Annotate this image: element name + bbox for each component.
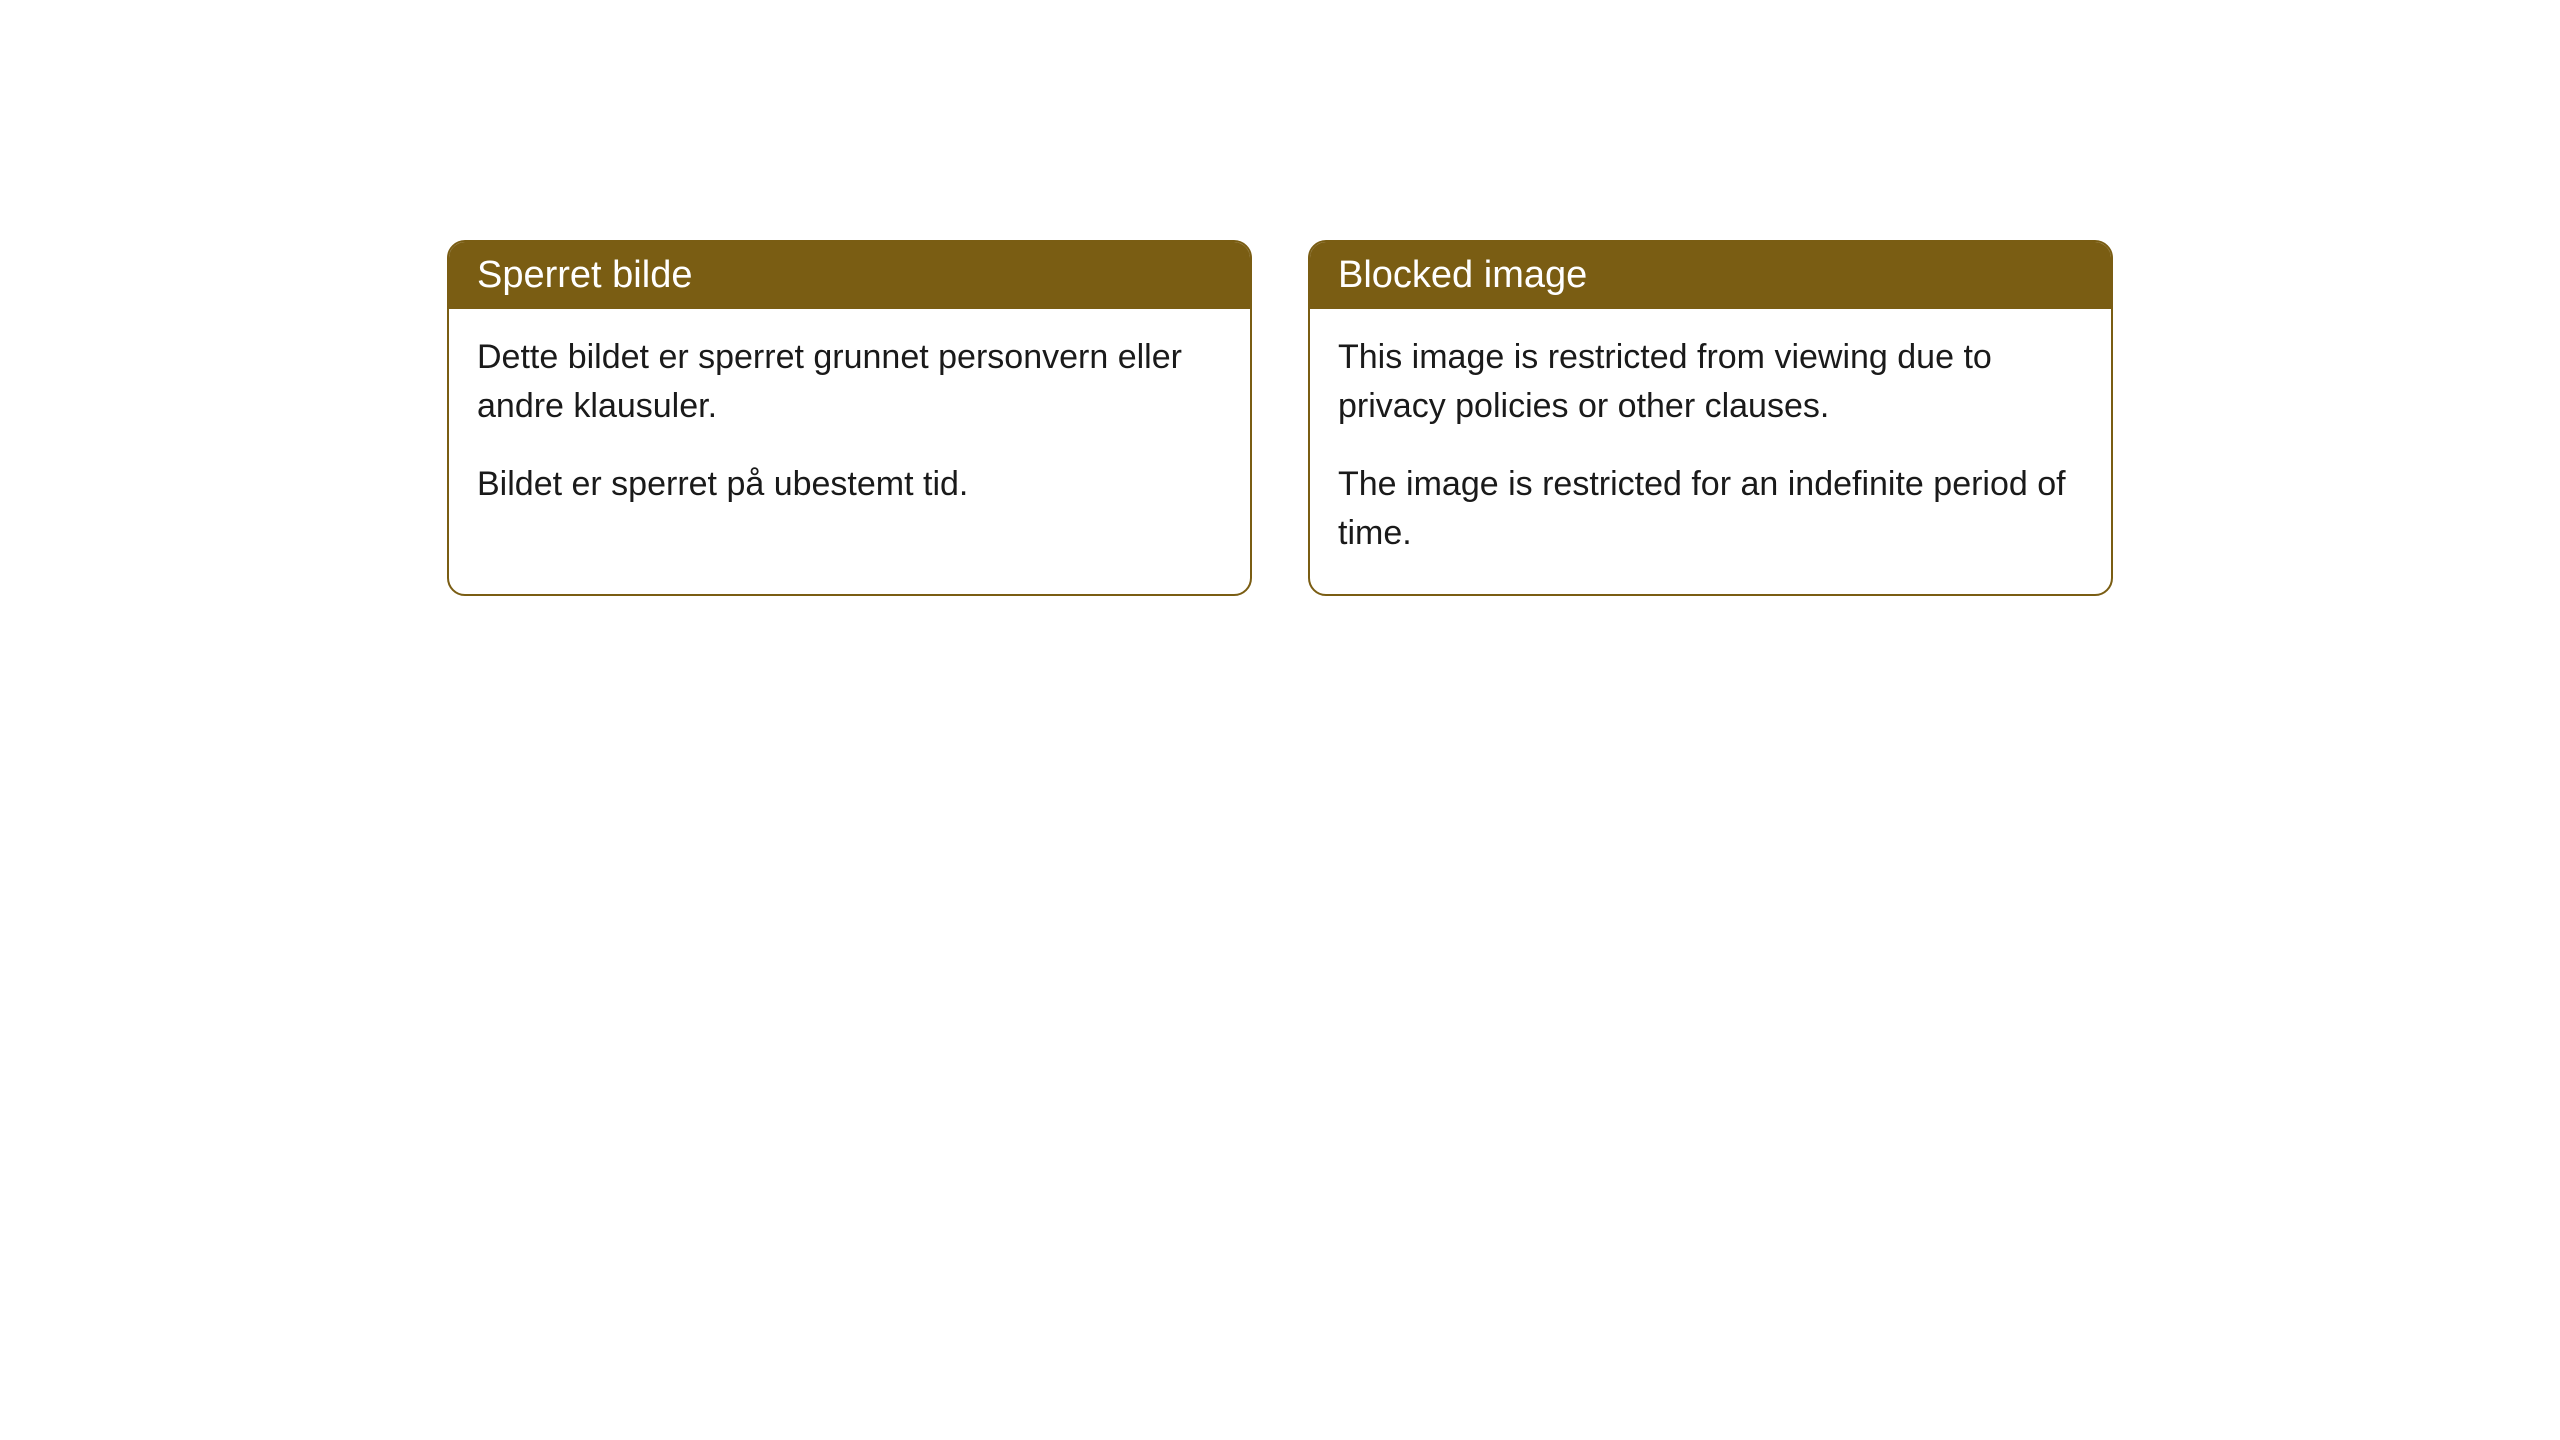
card-title: Blocked image bbox=[1338, 254, 1587, 296]
card-paragraph-2: The image is restricted for an indefinit… bbox=[1338, 460, 2083, 559]
card-title: Sperret bilde bbox=[477, 254, 692, 296]
notice-container: Sperret bilde Dette bildet er sperret gr… bbox=[0, 240, 2560, 596]
card-body: Dette bildet er sperret grunnet personve… bbox=[449, 309, 1250, 545]
card-paragraph-1: This image is restricted from viewing du… bbox=[1338, 333, 2083, 432]
card-paragraph-2: Bildet er sperret på ubestemt tid. bbox=[477, 460, 1222, 509]
card-paragraph-1: Dette bildet er sperret grunnet personve… bbox=[477, 333, 1222, 432]
notice-card-norwegian: Sperret bilde Dette bildet er sperret gr… bbox=[447, 240, 1252, 596]
card-header: Blocked image bbox=[1310, 242, 2111, 309]
notice-card-english: Blocked image This image is restricted f… bbox=[1308, 240, 2113, 596]
card-body: This image is restricted from viewing du… bbox=[1310, 309, 2111, 594]
card-header: Sperret bilde bbox=[449, 242, 1250, 309]
